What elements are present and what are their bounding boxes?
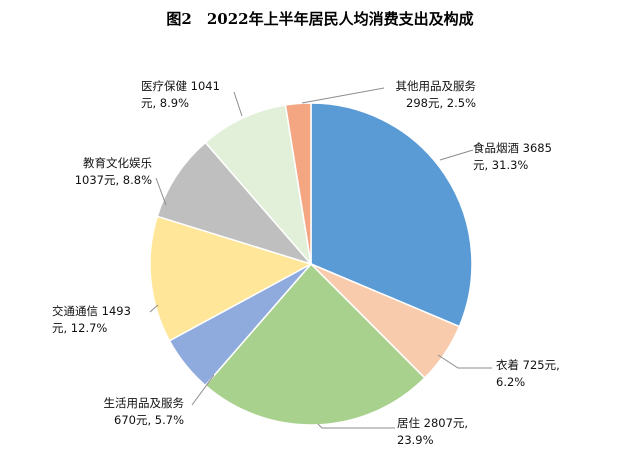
label-housing-line2: 23.9% [397, 433, 434, 447]
label-other: 其他用品及服务 298元, 2.5% [380, 78, 477, 112]
slice-education [156, 141, 314, 266]
label-healthcare-line1: 医疗保健 1041 [141, 79, 220, 93]
label-other-line1: 其他用品及服务 [395, 79, 477, 93]
leader-line-housing [317, 423, 395, 429]
label-clothing-line2: 6.2% [496, 375, 526, 389]
slice-other [284, 102, 312, 265]
label-education-line1: 教育文化娱乐 [83, 156, 152, 170]
leader-line-education [155, 177, 167, 206]
slice-housing [204, 262, 426, 426]
label-other-line2: 298元, 2.5% [406, 96, 476, 110]
label-education-line2: 1037元, 8.8% [74, 173, 152, 187]
chart-title: 图2 2022年上半年居民人均消费支出及构成 [166, 10, 474, 28]
label-food-line2: 元, 31.3% [473, 158, 529, 172]
label-education: 教育文化娱乐 1037元, 8.8% [56, 155, 152, 189]
label-housing-line1: 居住 2807元, [397, 416, 469, 430]
label-healthcare: 医疗保健 1041 元, 8.9% [141, 78, 220, 112]
label-clothing: 衣着 725元, 6.2% [496, 357, 560, 391]
leader-line-household [191, 374, 215, 406]
leader-line-other [301, 87, 385, 104]
leader-line-healthcare [233, 91, 243, 117]
leader-line-transport [149, 304, 159, 313]
leader-line-clothing [437, 354, 492, 369]
leader-line-food [439, 149, 474, 161]
label-transport-line1: 交通通信 1493 [52, 304, 131, 318]
label-household: 生活用品及服务 670元, 5.7% [88, 395, 185, 429]
label-household-line2: 670元, 5.7% [114, 413, 184, 427]
label-food: 食品烟酒 3685 元, 31.3% [473, 140, 552, 174]
label-housing: 居住 2807元, 23.9% [397, 415, 468, 449]
slice-food [310, 102, 473, 328]
label-transport-line2: 元, 12.7% [52, 321, 108, 335]
label-transport: 交通通信 1493 元, 12.7% [52, 303, 131, 337]
label-household-line1: 生活用品及服务 [103, 396, 185, 410]
label-food-line1: 食品烟酒 3685 [473, 141, 552, 155]
label-clothing-line1: 衣着 725元, [496, 358, 560, 372]
slice-healthcare [204, 104, 313, 267]
label-healthcare-line2: 元, 8.9% [141, 96, 190, 110]
slice-transport [149, 215, 313, 342]
